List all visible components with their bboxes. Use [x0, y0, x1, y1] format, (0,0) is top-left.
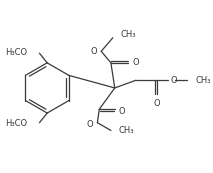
Text: CH₃: CH₃: [119, 126, 134, 135]
Text: O: O: [132, 58, 139, 67]
Text: CH₃: CH₃: [121, 30, 136, 39]
Text: O: O: [91, 47, 97, 56]
Text: O: O: [171, 76, 177, 85]
Text: O: O: [87, 120, 94, 129]
Text: H₃CO: H₃CO: [5, 48, 27, 57]
Text: O: O: [154, 99, 161, 108]
Text: O: O: [119, 107, 125, 116]
Text: CH₃: CH₃: [196, 76, 211, 85]
Text: H₃CO: H₃CO: [5, 119, 27, 128]
